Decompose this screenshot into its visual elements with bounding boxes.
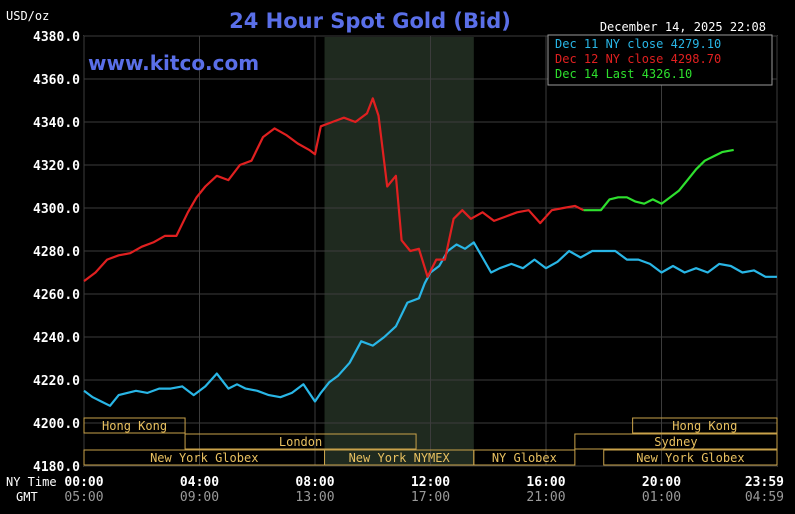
session-bar: [603, 449, 778, 466]
market-sessions: Hong Kong London New York Globex New York N…: [83, 417, 778, 466]
y-tick-label: 4260.0: [33, 288, 80, 303]
legend-entry-dec-14: Dec 14 Last 4326.10: [555, 67, 692, 81]
y-tick-label: 4380.0: [33, 30, 80, 45]
y-tick-label: 4220.0: [33, 374, 80, 389]
y-tick-label: 4320.0: [33, 159, 80, 174]
y-tick-label: 4280.0: [33, 245, 80, 260]
x-tick-label-ny: 20:00: [642, 475, 681, 490]
session-label: NY Globex: [492, 451, 557, 465]
y-tick-label: 4180.0: [33, 460, 80, 475]
gmt-row-label: GMT: [16, 490, 38, 504]
x-tick-label-gmt: 13:00: [295, 490, 334, 505]
session-label: New York NYMEX: [349, 451, 451, 465]
x-tick-label-gmt: 04:59: [745, 490, 784, 505]
session-label: New York Globex: [636, 451, 744, 465]
y-tick-label: 4240.0: [33, 331, 80, 346]
session-bar: [473, 449, 576, 466]
x-tick-label-gmt: 21:00: [526, 490, 565, 505]
series-line-dec-14: [583, 148, 734, 212]
y-axis-unit-label: USD/oz: [6, 9, 49, 23]
x-tick-label-ny: 16:00: [526, 475, 565, 490]
x-tick-label-ny: 23:59: [745, 475, 784, 490]
x-tick-label-gmt: 05:00: [64, 490, 103, 505]
session-label: London: [279, 435, 322, 449]
x-tick-label-ny: 08:00: [295, 475, 334, 490]
series-line-dec-12: [83, 97, 584, 282]
session-label: New York Globex: [150, 451, 258, 465]
y-tick-label: 4360.0: [33, 73, 80, 88]
series-line-dec-11: [83, 241, 777, 407]
session-bar: [574, 433, 778, 450]
x-tick-label-ny: 00:00: [64, 475, 103, 490]
y-axis-ticks: 4180.0 4200.0 4220.0 4240.0 4260.0 4280.0 4300…: [33, 30, 80, 475]
site-watermark: www.kitco.com: [88, 51, 259, 75]
session-label: Sydney: [654, 435, 697, 449]
gridlines: [83, 35, 778, 467]
x-tick-label-gmt: 09:00: [180, 490, 219, 505]
price-series: [83, 97, 777, 407]
x-tick-label-ny: 04:00: [180, 475, 219, 490]
session-bar: [184, 433, 417, 450]
session-bar: [83, 417, 186, 434]
x-tick-label-gmt: 01:00: [642, 490, 681, 505]
x-tick-label-ny: 12:00: [411, 475, 450, 490]
legend-box: [547, 34, 773, 86]
y-tick-label: 4200.0: [33, 417, 80, 432]
session-label: Hong Kong: [672, 419, 737, 433]
legend-entry-dec-12: Dec 12 NY close 4298.70: [555, 52, 721, 66]
chart-title: 24 Hour Spot Gold (Bid): [229, 9, 511, 33]
legend-entry-dec-11: Dec 11 NY close 4279.10: [555, 37, 721, 51]
y-tick-label: 4300.0: [33, 202, 80, 217]
session-bar: [632, 417, 778, 434]
ny-time-row-label: NY Time: [6, 475, 57, 489]
x-tick-label-gmt: 17:00: [411, 490, 450, 505]
session-label: Hong Kong: [102, 419, 167, 433]
y-tick-label: 4340.0: [33, 116, 80, 131]
chart-timestamp: December 14, 2025 22:08: [600, 20, 766, 34]
